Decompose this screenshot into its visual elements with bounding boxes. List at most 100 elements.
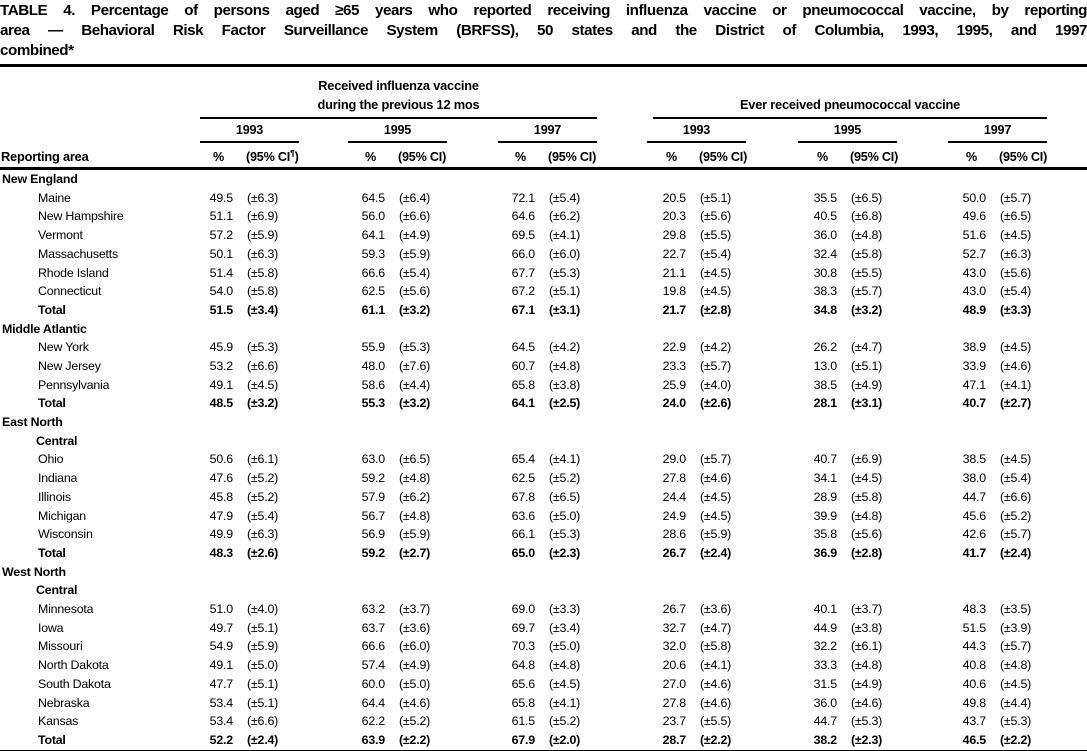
percent-cell: 25.9	[662, 377, 687, 392]
ci-cell: (±5.8)	[851, 246, 883, 261]
spacer-cell	[1047, 488, 1087, 507]
ci-cell: (±2.6)	[247, 546, 279, 560]
ci-cell: (±3.2)	[399, 302, 431, 317]
ci-cell: (±2.7)	[399, 546, 431, 560]
ci-cell: (±5.0)	[247, 658, 279, 673]
percent-cell: 28.6	[662, 527, 687, 542]
percent-cell: 69.7	[511, 620, 536, 635]
region-row: East North Central	[0, 413, 1087, 450]
percent-cell: 53.2	[209, 359, 234, 373]
percent-cell: 24.9	[662, 508, 687, 523]
ci-cell: (±5.3)	[1000, 714, 1032, 729]
ci-cell: (±5.3)	[549, 265, 581, 280]
ci-cell: (±5.1)	[247, 620, 279, 635]
reporting-area-header: Reporting area	[0, 65, 200, 170]
ci-cell: (±5.4)	[1000, 471, 1032, 486]
percent-cell: 65.8	[511, 695, 536, 710]
header-measure-row: % (95% CI¶) % (95% CI) % (95% CI) % (95%…	[0, 143, 1087, 170]
ci-cell: (±6.6)	[399, 209, 431, 224]
area-cell: Kansas	[38, 714, 79, 729]
area-cell: Minnesota	[38, 602, 94, 617]
ci-cell: (±5.8)	[851, 489, 883, 504]
ci-cell: (±4.7)	[851, 340, 883, 355]
state-row: Maine 49.5 (±6.3) 64.5 (±6.4) 72.1 (±5.4) 20.5 (…	[0, 189, 1087, 208]
percent-cell: 53.4	[209, 714, 234, 729]
ci-cell: (±4.1)	[549, 695, 581, 710]
area-cell: New Hampshire	[38, 209, 124, 224]
spacer-cell	[1047, 675, 1087, 694]
percent-cell: 69.5	[511, 228, 536, 243]
percent-cell: 24.4	[662, 489, 687, 504]
area-cell: Maine	[38, 190, 71, 205]
year-header-flu-1997: 1997	[447, 119, 597, 143]
percent-cell: 36.0	[813, 695, 838, 710]
percent-cell: 48.3	[209, 546, 234, 560]
area-cell: Missouri	[38, 639, 83, 654]
percent-cell: 67.1	[511, 302, 536, 317]
percent-cell: 69.0	[511, 602, 536, 617]
percent-cell: 43.7	[962, 714, 987, 729]
ci-cell: (±5.2)	[247, 489, 279, 504]
ci-cell: (±5.9)	[399, 527, 431, 542]
area-cell: South Dakota	[38, 676, 111, 691]
ci-cell: (±5.7)	[1000, 527, 1032, 542]
percent-cell: 30.8	[813, 265, 838, 280]
ci-cell: (±5.3)	[549, 527, 581, 542]
vaccination-table: Reporting area Received influenza vaccin…	[0, 64, 1087, 751]
ci-cell: (±5.2)	[1000, 508, 1032, 523]
percent-cell: 57.2	[209, 228, 234, 243]
ci-cell: (±6.9)	[851, 452, 883, 467]
ci-cell: (±4.7)	[700, 620, 732, 635]
percent-cell: 64.8	[511, 658, 536, 673]
spacer-cell	[1047, 619, 1087, 638]
percent-cell: 21.1	[662, 265, 687, 280]
ci-cell: (±5.5)	[851, 265, 883, 280]
percent-cell: 45.6	[962, 508, 987, 523]
state-row: Illinois 45.8 (±5.2) 57.9 (±6.2) 67.8 (±6.5) 24…	[0, 488, 1087, 507]
state-row: Minnesota 51.0 (±4.0) 63.2 (±3.7) 69.0 (±3.3) 2…	[0, 600, 1087, 619]
percent-cell: 70.3	[511, 639, 536, 654]
total-row: Total 52.2 (±2.4) 63.9 (±2.2) 67.9 (±2.0) 28.7 (…	[0, 731, 1087, 751]
ci-cell: (±4.5)	[700, 265, 732, 280]
ci-cell: (±4.2)	[549, 340, 581, 355]
percent-cell: 51.6	[962, 228, 987, 243]
percent-header: %	[295, 143, 385, 170]
ci-cell: (±4.5)	[700, 489, 732, 504]
area-cell: Rhode Island	[38, 265, 109, 280]
state-row: Connecticut 54.0 (±5.8) 62.5 (±5.6) 67.2 (±5.1…	[0, 282, 1087, 301]
percent-cell: 43.0	[962, 265, 987, 280]
ci-cell: (±2.5)	[549, 396, 581, 411]
area-cell: Connecticut	[38, 284, 102, 299]
ci-cell: (±2.2)	[399, 733, 431, 747]
percent-cell: 47.9	[209, 508, 234, 523]
ci-cell: (±4.6)	[700, 676, 732, 691]
spacer-cell	[1047, 189, 1087, 208]
percent-cell: 64.1	[511, 396, 536, 411]
ci-cell: (±5.2)	[549, 471, 581, 486]
ci-cell: (±5.3)	[247, 340, 279, 355]
region-label: New England	[2, 172, 78, 186]
percent-cell: 41.7	[962, 546, 987, 560]
percent-cell: 50.6	[209, 452, 234, 467]
ci-cell: (±7.6)	[399, 359, 431, 373]
ci-cell: (±5.0)	[399, 676, 431, 691]
percent-cell: 44.9	[813, 620, 838, 635]
year-header-pneumo-1995: 1995	[746, 119, 897, 143]
spacer-cell	[1047, 469, 1087, 488]
percent-cell: 59.2	[361, 471, 386, 486]
ci-cell: (±4.0)	[247, 602, 279, 617]
state-row: Iowa 49.7 (±5.1) 63.7 (±3.6) 69.7 (±3.4) 32.7 (±…	[0, 619, 1087, 638]
percent-cell: 53.4	[209, 695, 234, 710]
ci-cell: (±5.0)	[549, 508, 581, 523]
ci-cell: (±4.6)	[700, 471, 732, 486]
spacer-cell	[1047, 694, 1087, 713]
percent-cell: 49.6	[962, 209, 987, 224]
ci-cell: (±5.5)	[700, 228, 732, 243]
percent-cell: 64.5	[361, 190, 386, 205]
ci-cell: (±3.8)	[851, 620, 883, 635]
ci-cell: (±3.9)	[1000, 620, 1032, 635]
percent-cell: 40.8	[962, 658, 987, 673]
region-label: West North Central	[2, 564, 78, 598]
percent-cell: 26.2	[813, 340, 838, 355]
ci-cell: (±5.2)	[549, 714, 581, 729]
